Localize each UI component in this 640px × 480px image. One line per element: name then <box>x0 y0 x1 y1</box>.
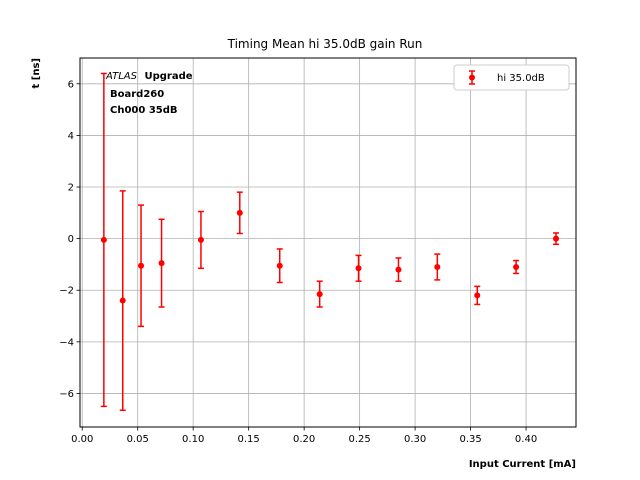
data-point <box>236 209 243 216</box>
series-hi-35db <box>100 72 560 411</box>
data-point <box>513 264 520 271</box>
y-axis-title: t [ns] <box>31 58 42 88</box>
data-point <box>138 262 145 269</box>
channel-label: Ch000 35dB <box>110 105 178 116</box>
data-point <box>434 264 441 271</box>
atlas-annotation: ATLAS Upgrade Board260 Ch000 35dB <box>105 71 193 116</box>
legend-box <box>453 64 570 91</box>
data-point <box>553 235 560 242</box>
data-point <box>276 262 283 269</box>
board-label: Board260 <box>110 89 164 100</box>
y-tick-label: 4 <box>68 131 74 142</box>
axis-ticks: 0.00 0.05 0.10 0.15 0.20 0.25 0.30 0.35 0.40 −6 −4… <box>59 79 537 445</box>
y-tick-label: 6 <box>68 79 74 90</box>
x-tick-label: 0.20 <box>293 434 315 445</box>
data-point <box>100 236 107 243</box>
data-point <box>119 297 126 304</box>
upgrade-label: Upgrade <box>144 71 192 82</box>
data-point <box>197 236 204 243</box>
x-tick-label: 0.40 <box>515 434 537 445</box>
data-point <box>316 291 323 298</box>
y-tick-label: −6 <box>59 389 74 400</box>
x-tick-label: 0.10 <box>182 434 204 445</box>
y-tick-label: 0 <box>68 234 74 245</box>
data-point <box>355 265 362 272</box>
y-tick-label: −2 <box>59 286 74 297</box>
x-tick-label: 0.35 <box>459 434 481 445</box>
x-tick-label: 0.15 <box>238 434 260 445</box>
x-tick-label: 0.25 <box>348 434 370 445</box>
plot-frame <box>79 57 577 428</box>
data-point <box>395 266 402 273</box>
data-point <box>474 292 481 299</box>
x-tick-label: 0.05 <box>127 434 149 445</box>
x-tick-label: 0.30 <box>404 434 426 445</box>
atlas-label: ATLAS <box>105 71 138 82</box>
y-tick-label: −4 <box>59 337 74 348</box>
legend-marker <box>469 74 475 81</box>
x-tick-label: 0.00 <box>71 434 93 445</box>
chart-title: Timing Mean hi 35.0dB gain Run <box>227 37 423 51</box>
y-tick-label: 2 <box>68 183 74 194</box>
legend-label: hi 35.0dB <box>497 73 545 84</box>
x-axis-title: Input Current [mA] <box>469 459 576 470</box>
legend: hi 35.0dB <box>453 64 570 91</box>
grid <box>80 58 576 427</box>
data-point <box>158 260 165 267</box>
svg-text:ATLAS Upgrade: ATLAS Upgrade <box>105 71 193 82</box>
